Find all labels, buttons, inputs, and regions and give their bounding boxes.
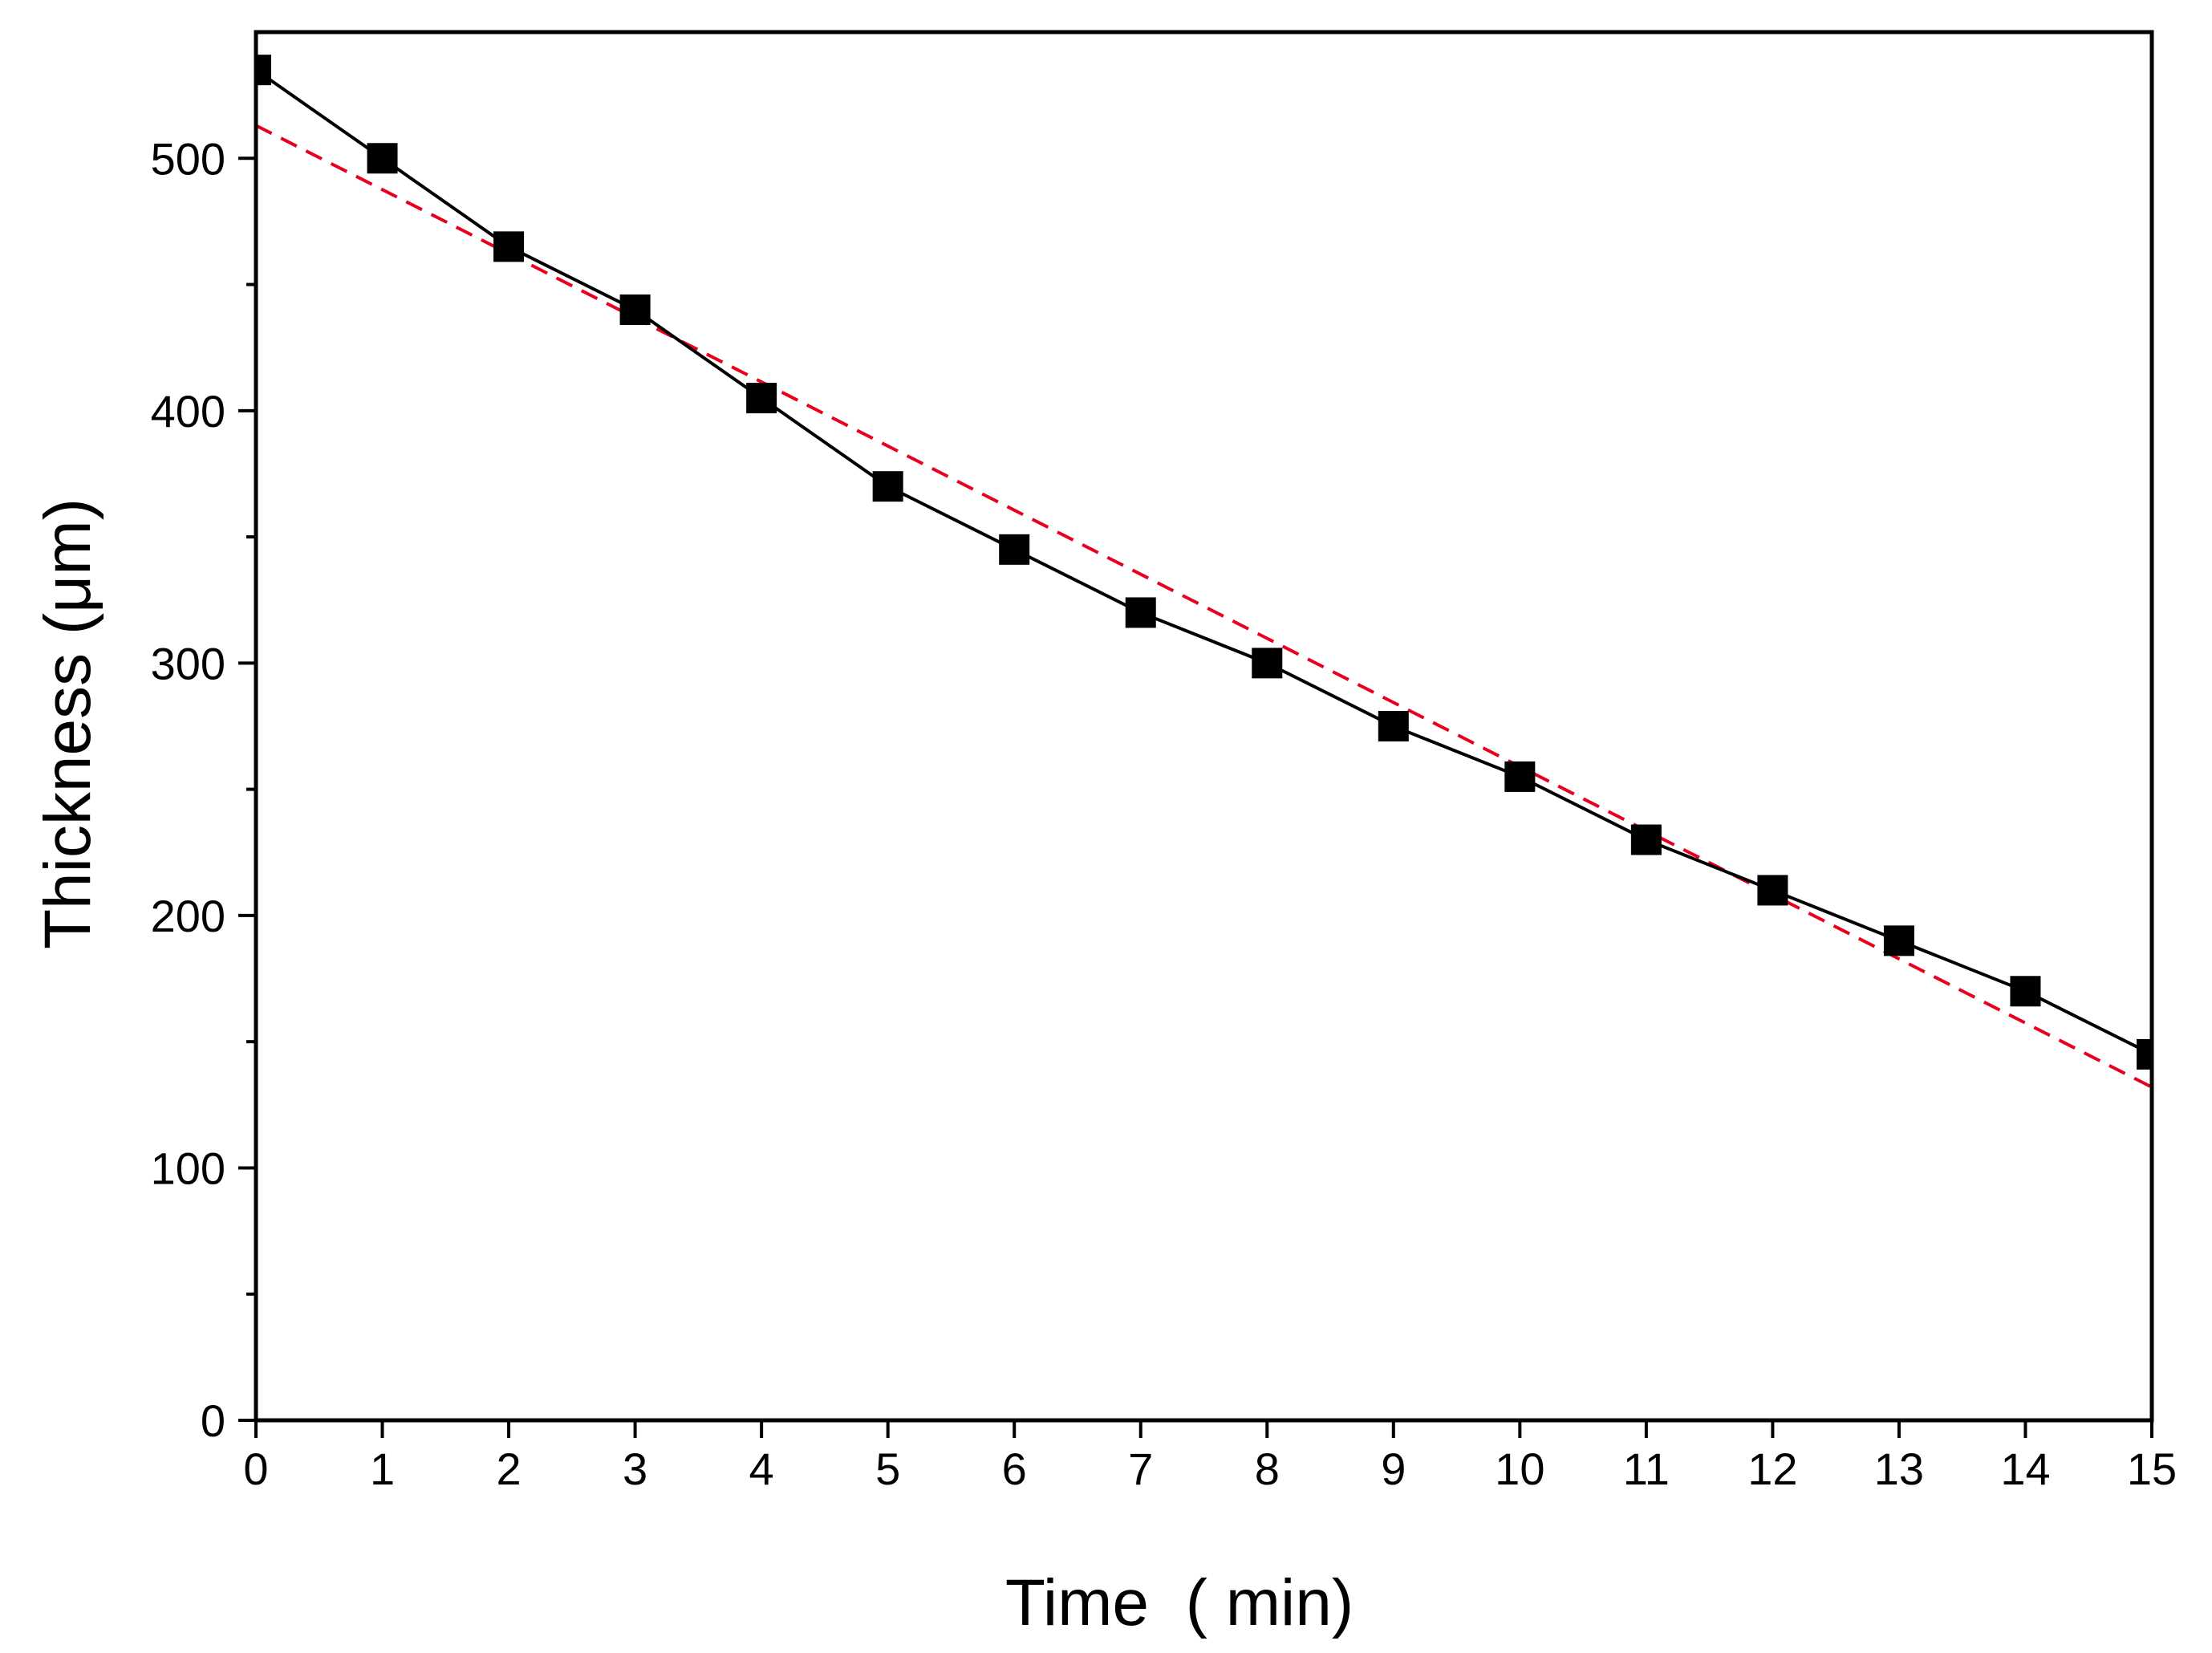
y-tick-label: 100 bbox=[151, 1143, 225, 1193]
data-point-marker bbox=[619, 294, 651, 325]
x-tick-label: 14 bbox=[2000, 1444, 2050, 1494]
x-axis-title: Time ( min) bbox=[1005, 1566, 1354, 1639]
measured-thickness-line bbox=[256, 68, 2152, 1056]
x-tick-label: 3 bbox=[623, 1444, 647, 1494]
data-point-marker bbox=[999, 534, 1030, 565]
x-tick-label: 2 bbox=[496, 1444, 521, 1494]
data-point-marker bbox=[493, 231, 525, 262]
x-tick-label: 4 bbox=[749, 1444, 774, 1494]
data-point-marker bbox=[1883, 925, 1914, 956]
x-tick-label: 12 bbox=[1747, 1444, 1797, 1494]
data-point-marker bbox=[367, 143, 398, 174]
tick-marks bbox=[238, 156, 2153, 1438]
data-point-marker bbox=[2137, 1038, 2152, 1070]
y-tick-label: 0 bbox=[201, 1395, 225, 1446]
y-tick-label: 300 bbox=[151, 638, 225, 688]
axes-frame bbox=[254, 30, 2154, 1423]
x-tick-label: 1 bbox=[370, 1444, 395, 1494]
data-point-marker bbox=[1125, 597, 1156, 628]
data-point-marker bbox=[2010, 976, 2041, 1007]
y-tick-label: 200 bbox=[151, 891, 225, 941]
data-point-marker bbox=[1630, 824, 1662, 855]
y-axis-title: Thickness (μm) bbox=[31, 498, 104, 949]
x-tick-label: 15 bbox=[2127, 1444, 2177, 1494]
x-tick-label: 10 bbox=[1495, 1444, 1544, 1494]
y-tick-label: 400 bbox=[151, 386, 225, 437]
x-tick-label: 8 bbox=[1255, 1444, 1280, 1494]
data-series-layer bbox=[256, 55, 2152, 1070]
x-tick-label: 0 bbox=[243, 1444, 268, 1494]
data-point-marker bbox=[872, 471, 903, 502]
x-tick-label: 11 bbox=[1623, 1444, 1670, 1494]
y-tick-label: 500 bbox=[151, 133, 225, 184]
plot-frame bbox=[254, 30, 2154, 1423]
fit-line-layer bbox=[256, 124, 2152, 1089]
x-tick-label: 9 bbox=[1381, 1444, 1406, 1494]
data-point-marker bbox=[746, 383, 777, 414]
x-tick-label: 6 bbox=[1002, 1444, 1027, 1494]
data-point-marker bbox=[256, 55, 271, 86]
data-point-marker bbox=[1504, 761, 1536, 792]
data-point-marker bbox=[1757, 875, 1788, 906]
x-tick-label: 5 bbox=[875, 1444, 900, 1494]
data-point-marker bbox=[1252, 648, 1283, 679]
x-tick-label: 13 bbox=[1874, 1444, 1924, 1494]
linear-fit-line bbox=[256, 124, 2152, 1089]
data-point-marker bbox=[1378, 711, 1409, 741]
x-tick-label: 7 bbox=[1128, 1444, 1153, 1494]
